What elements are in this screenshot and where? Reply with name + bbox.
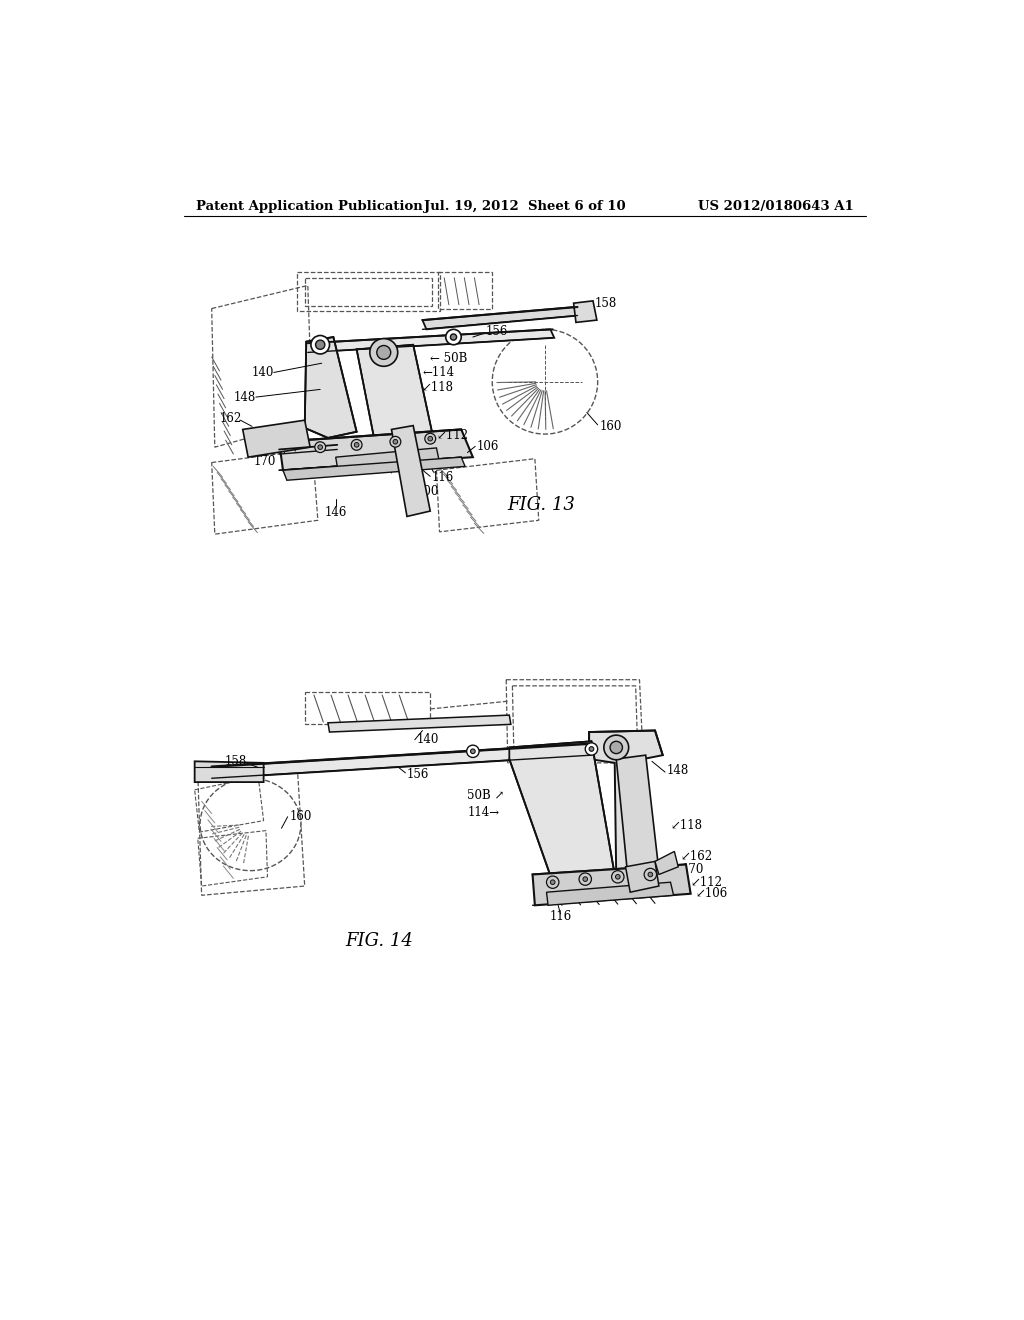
Text: FIG. 13: FIG. 13 (508, 496, 575, 513)
Text: 106: 106 (477, 440, 499, 453)
Circle shape (611, 871, 624, 883)
Circle shape (648, 873, 652, 876)
Polygon shape (195, 762, 263, 781)
Text: ← 50B: ← 50B (430, 352, 468, 366)
Text: 50B ↗: 50B ↗ (467, 788, 505, 801)
Circle shape (547, 876, 559, 888)
Circle shape (583, 876, 588, 882)
Text: ↙118: ↙118 (421, 381, 453, 395)
Polygon shape (308, 330, 554, 352)
Text: 160: 160 (599, 420, 622, 433)
Circle shape (315, 341, 325, 350)
Text: 158: 158 (225, 755, 247, 768)
Circle shape (451, 334, 457, 341)
Circle shape (471, 748, 475, 754)
Polygon shape (509, 742, 614, 882)
Circle shape (550, 880, 555, 884)
Text: ←114: ←114 (423, 366, 455, 379)
Circle shape (610, 742, 623, 754)
Circle shape (425, 433, 435, 444)
Text: ↙118: ↙118 (671, 820, 702, 833)
Text: ↙106: ↙106 (695, 887, 727, 900)
Polygon shape (616, 755, 658, 876)
Text: 158: 158 (595, 297, 616, 310)
Circle shape (354, 442, 359, 447)
Polygon shape (532, 865, 690, 906)
Circle shape (644, 869, 656, 880)
Text: Jul. 19, 2012  Sheet 6 of 10: Jul. 19, 2012 Sheet 6 of 10 (424, 199, 626, 213)
Text: 170: 170 (681, 862, 703, 875)
Polygon shape (589, 730, 663, 878)
Polygon shape (280, 429, 473, 470)
Text: 148: 148 (233, 391, 256, 404)
Polygon shape (626, 862, 658, 892)
Circle shape (493, 330, 598, 434)
Circle shape (377, 346, 391, 359)
Polygon shape (356, 345, 434, 447)
Text: 114→: 114→ (467, 807, 500, 820)
Text: 170: 170 (254, 455, 275, 469)
Text: 162: 162 (219, 412, 242, 425)
Text: US 2012/0180643 A1: US 2012/0180643 A1 (697, 199, 853, 213)
Circle shape (586, 743, 598, 755)
Text: 116: 116 (432, 471, 454, 484)
Polygon shape (336, 447, 440, 475)
Text: ↙112: ↙112 (436, 429, 468, 442)
Polygon shape (328, 715, 511, 733)
Text: 140: 140 (417, 733, 438, 746)
Circle shape (314, 442, 326, 453)
Text: ↙112: ↙112 (690, 875, 723, 888)
Ellipse shape (200, 779, 301, 871)
Text: 116: 116 (549, 911, 571, 924)
Circle shape (390, 437, 400, 447)
Circle shape (428, 437, 432, 441)
Circle shape (317, 445, 323, 449)
Circle shape (311, 335, 330, 354)
Circle shape (604, 735, 629, 760)
Text: 140: 140 (251, 366, 273, 379)
Polygon shape (283, 457, 465, 480)
Text: 156: 156 (407, 768, 429, 781)
Circle shape (445, 330, 461, 345)
Circle shape (589, 747, 594, 751)
Polygon shape (573, 301, 597, 322)
Polygon shape (423, 308, 579, 330)
Circle shape (467, 744, 479, 758)
Circle shape (370, 339, 397, 367)
Polygon shape (547, 882, 674, 906)
Polygon shape (243, 420, 310, 457)
Text: ↙162: ↙162 (680, 850, 712, 863)
Text: 100: 100 (417, 484, 438, 498)
Circle shape (579, 873, 592, 886)
Text: 146: 146 (325, 506, 347, 519)
Circle shape (615, 875, 621, 879)
Text: FIG. 14: FIG. 14 (345, 932, 413, 950)
Text: 160: 160 (289, 810, 311, 824)
Polygon shape (212, 743, 593, 779)
Polygon shape (305, 337, 356, 438)
Polygon shape (391, 425, 430, 516)
Circle shape (351, 440, 362, 450)
Circle shape (393, 440, 397, 444)
Text: Patent Application Publication: Patent Application Publication (197, 199, 423, 213)
Text: 148: 148 (667, 764, 689, 777)
Text: 156: 156 (486, 325, 509, 338)
Polygon shape (655, 851, 678, 874)
